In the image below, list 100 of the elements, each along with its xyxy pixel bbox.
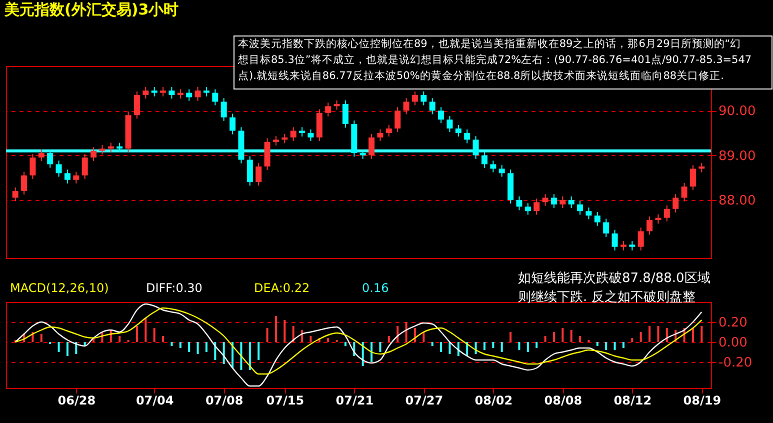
bar	[692, 328, 694, 342]
bar	[40, 334, 42, 342]
x-tick-label: 07/15	[266, 394, 304, 408]
candlestick	[516, 196, 522, 211]
bar	[240, 342, 242, 370]
bar	[327, 338, 330, 342]
text: 0.16	[362, 281, 389, 295]
bar	[483, 342, 486, 350]
candlestick	[342, 100, 348, 128]
candlestick	[524, 202, 531, 216]
candlestick	[481, 151, 488, 168]
candlestick	[386, 124, 392, 138]
candlestick	[90, 146, 97, 162]
bar	[700, 326, 703, 342]
candlestick	[186, 88, 192, 102]
candlestick	[194, 86, 201, 102]
bar	[266, 328, 268, 342]
bar	[544, 336, 546, 342]
candlestick	[256, 162, 262, 186]
candlestick	[560, 196, 566, 208]
candlestick	[38, 149, 44, 162]
candlestick	[99, 144, 106, 155]
bar	[205, 342, 208, 352]
candlestick	[168, 86, 175, 100]
candlestick	[220, 98, 227, 122]
candlestick	[290, 126, 296, 142]
candlestick	[368, 133, 375, 160]
candlestick	[690, 164, 696, 191]
candlestick	[534, 198, 540, 216]
x-tick-label: 08/08	[544, 394, 582, 408]
bar	[170, 342, 173, 346]
candlestick	[438, 106, 444, 124]
bar	[405, 322, 408, 342]
y-tick-label: 0.00	[718, 336, 748, 350]
candlestick	[577, 200, 584, 216]
candlestick	[646, 216, 653, 236]
bar	[666, 328, 668, 342]
bar	[188, 342, 190, 352]
candlestick	[403, 98, 410, 115]
candlestick	[12, 186, 18, 202]
x-tick-label: 08/02	[474, 394, 513, 408]
bar	[431, 342, 434, 346]
bar	[370, 342, 373, 362]
bar	[631, 338, 634, 342]
bar	[414, 328, 416, 342]
bar	[596, 342, 598, 346]
x-tick-label: 07/08	[205, 394, 244, 408]
series-label: DIFF:0.30	[146, 281, 202, 295]
y-tick-label: 0.20	[718, 316, 748, 330]
bar	[344, 342, 346, 346]
bar	[388, 336, 390, 342]
candlestick	[490, 160, 496, 173]
candlestick	[246, 156, 253, 186]
candlestick	[203, 86, 210, 97]
candlestick	[629, 240, 636, 251]
candlestick	[603, 218, 610, 238]
line-series	[14, 307, 702, 375]
candlestick	[568, 196, 574, 208]
candlestick	[664, 204, 670, 222]
y-tick-label: 88.00	[718, 193, 756, 208]
x-tick-label: 08/19	[683, 394, 722, 408]
candlestick	[446, 116, 453, 133]
bar	[622, 342, 624, 348]
y-tick-label: 89.00	[718, 148, 756, 164]
bar	[526, 342, 529, 352]
annotation: 点).就短线来说自86.77反拉本波50%的黄金分割位在88.8所以按技术面来说短线面临向88关口修正.	[238, 69, 724, 82]
candlestick	[612, 229, 618, 251]
bar	[66, 342, 68, 356]
bar	[379, 342, 382, 352]
x-tick-label: 07/04	[136, 394, 174, 408]
candlestick	[142, 86, 149, 100]
bar	[248, 342, 251, 370]
bar	[648, 326, 651, 342]
candlestick	[82, 153, 88, 180]
candlestick	[464, 128, 470, 144]
x-tick-label: 07/27	[405, 394, 444, 408]
candlestick	[325, 102, 332, 117]
bar	[118, 336, 121, 342]
annotation: 则继续下跌. 反之如不破则盘整	[518, 290, 696, 305]
y-tick-label: 90.00	[718, 104, 756, 120]
chart-title: MACD(12,26,10)	[10, 281, 109, 295]
bar	[222, 342, 225, 364]
candlestick	[550, 194, 557, 208]
candlestick	[455, 124, 462, 138]
bar	[153, 328, 156, 342]
bar	[440, 342, 442, 352]
candlestick	[542, 194, 548, 206]
x-tick-label: 08/12	[614, 394, 652, 408]
bar	[258, 342, 260, 360]
bar	[448, 342, 451, 354]
bar	[562, 328, 564, 342]
bar	[640, 332, 642, 342]
candlestick	[472, 136, 479, 160]
bar	[162, 336, 164, 342]
bar	[396, 326, 399, 342]
bar	[579, 336, 582, 342]
text: 如短线能再次跌破87.8/88.0区域	[518, 271, 710, 286]
candlestick	[420, 90, 427, 106]
candlestick	[212, 88, 218, 106]
bar	[284, 320, 286, 342]
